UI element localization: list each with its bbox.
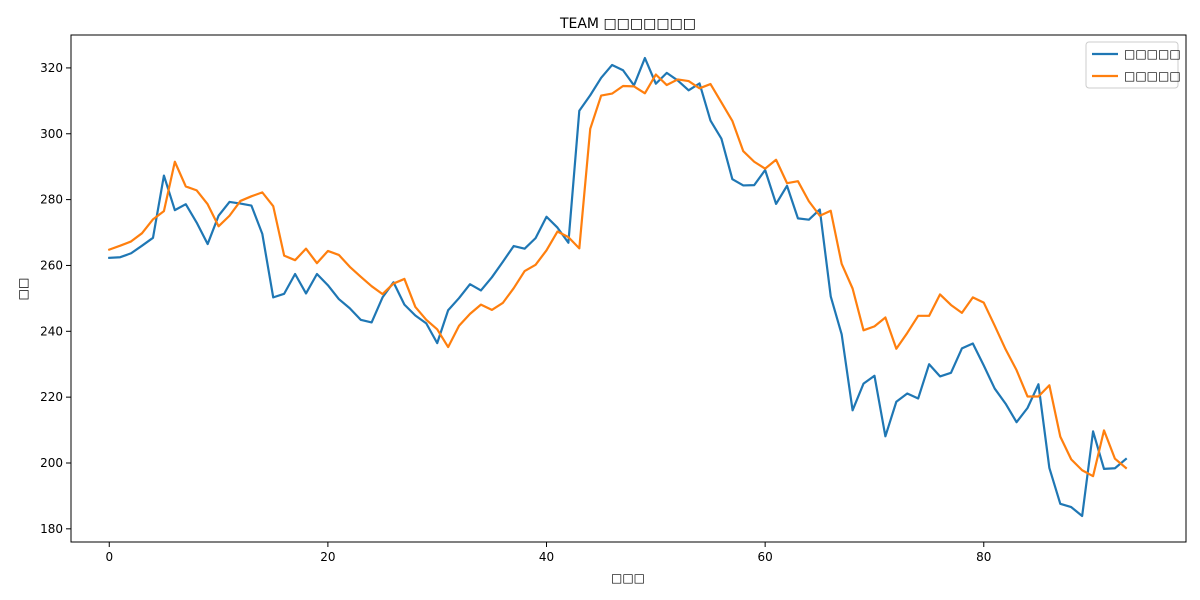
- y-tick-label: 240: [40, 324, 63, 338]
- chart-title: TEAM □□□□□□□: [559, 16, 696, 32]
- series-layer: [107, 56, 1128, 518]
- y-tick-label: 300: [40, 127, 63, 141]
- y-axis-label: □□: [16, 278, 30, 301]
- plot-area: [70, 34, 1187, 543]
- x-axis: 0 20 40 60 80: [105, 542, 991, 564]
- x-tick-label: 20: [320, 550, 335, 564]
- y-tick-label: 220: [40, 390, 63, 404]
- y-tick-label: 180: [40, 522, 63, 536]
- series-line-1: [108, 56, 1128, 518]
- legend: □□□□□ □□□□□: [1085, 41, 1181, 89]
- x-tick-label: 40: [539, 550, 554, 564]
- x-tick-label: 60: [758, 550, 773, 564]
- y-tick-label: 320: [40, 61, 63, 75]
- y-axis: 180 200 220 240 260 280 300 320: [40, 61, 71, 536]
- legend-entry-1: □□□□□: [1124, 47, 1181, 61]
- series-line-2: [107, 73, 1128, 478]
- x-tick-label: 0: [105, 550, 113, 564]
- x-axis-label: □□□: [611, 571, 645, 585]
- plot-frame: [70, 34, 1187, 543]
- x-tick-label: 80: [976, 550, 991, 564]
- y-tick-label: 280: [40, 193, 63, 207]
- legend-entry-2: □□□□□: [1124, 69, 1181, 83]
- y-tick-label: 200: [40, 456, 63, 470]
- y-tick-label: 260: [40, 258, 63, 272]
